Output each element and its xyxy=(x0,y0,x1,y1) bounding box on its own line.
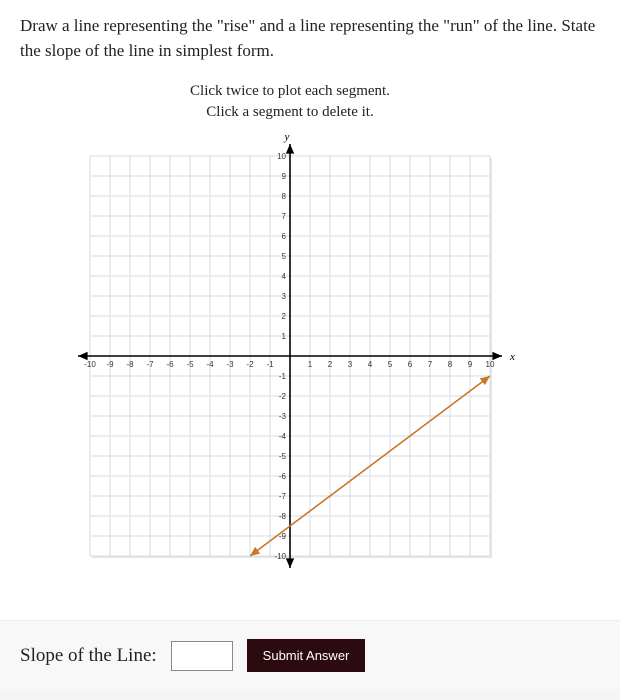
svg-text:x: x xyxy=(509,351,515,363)
instructions-line-1: Click twice to plot each segment. xyxy=(0,81,600,101)
svg-text:-1: -1 xyxy=(279,372,287,381)
svg-text:2: 2 xyxy=(282,312,287,321)
svg-text:-1: -1 xyxy=(266,360,274,369)
svg-text:-7: -7 xyxy=(279,492,287,501)
svg-text:-2: -2 xyxy=(279,392,287,401)
svg-text:-4: -4 xyxy=(206,360,214,369)
svg-text:5: 5 xyxy=(388,360,393,369)
svg-text:1: 1 xyxy=(308,360,313,369)
svg-text:6: 6 xyxy=(408,360,413,369)
svg-text:-10: -10 xyxy=(274,552,286,561)
svg-text:-6: -6 xyxy=(279,472,287,481)
svg-text:-3: -3 xyxy=(279,412,287,421)
slope-input[interactable] xyxy=(171,641,233,671)
svg-text:7: 7 xyxy=(282,212,287,221)
svg-text:4: 4 xyxy=(282,272,287,281)
slope-label: Slope of the Line: xyxy=(20,645,157,667)
svg-text:-9: -9 xyxy=(106,360,114,369)
svg-text:1: 1 xyxy=(282,332,287,341)
svg-text:7: 7 xyxy=(428,360,433,369)
svg-text:9: 9 xyxy=(282,172,287,181)
svg-text:-5: -5 xyxy=(186,360,194,369)
svg-text:8: 8 xyxy=(448,360,453,369)
svg-text:-8: -8 xyxy=(126,360,134,369)
svg-text:-7: -7 xyxy=(146,360,154,369)
svg-text:9: 9 xyxy=(468,360,473,369)
submit-button[interactable]: Submit Answer xyxy=(247,639,366,672)
svg-text:3: 3 xyxy=(282,292,287,301)
svg-text:-4: -4 xyxy=(279,432,287,441)
svg-text:-2: -2 xyxy=(246,360,254,369)
svg-text:10: 10 xyxy=(277,152,286,161)
svg-text:5: 5 xyxy=(282,252,287,261)
svg-text:-5: -5 xyxy=(279,452,287,461)
svg-text:10: 10 xyxy=(486,360,495,369)
svg-text:-8: -8 xyxy=(279,512,287,521)
plot-instructions: Click twice to plot each segment. Click … xyxy=(0,81,600,122)
svg-text:8: 8 xyxy=(282,192,287,201)
coordinate-graph[interactable]: -10-9-8-7-6-5-4-3-2-112345678910-10-9-8-… xyxy=(64,130,516,587)
answer-footer: Slope of the Line: Submit Answer xyxy=(0,620,620,690)
question-text: Draw a line representing the "rise" and … xyxy=(20,14,600,63)
svg-text:3: 3 xyxy=(348,360,353,369)
svg-text:2: 2 xyxy=(328,360,333,369)
svg-text:-6: -6 xyxy=(166,360,174,369)
svg-text:-3: -3 xyxy=(226,360,234,369)
svg-text:4: 4 xyxy=(368,360,373,369)
svg-text:-10: -10 xyxy=(84,360,96,369)
svg-text:6: 6 xyxy=(282,232,287,241)
instructions-line-2: Click a segment to delete it. xyxy=(0,102,600,122)
svg-text:y: y xyxy=(284,131,290,143)
